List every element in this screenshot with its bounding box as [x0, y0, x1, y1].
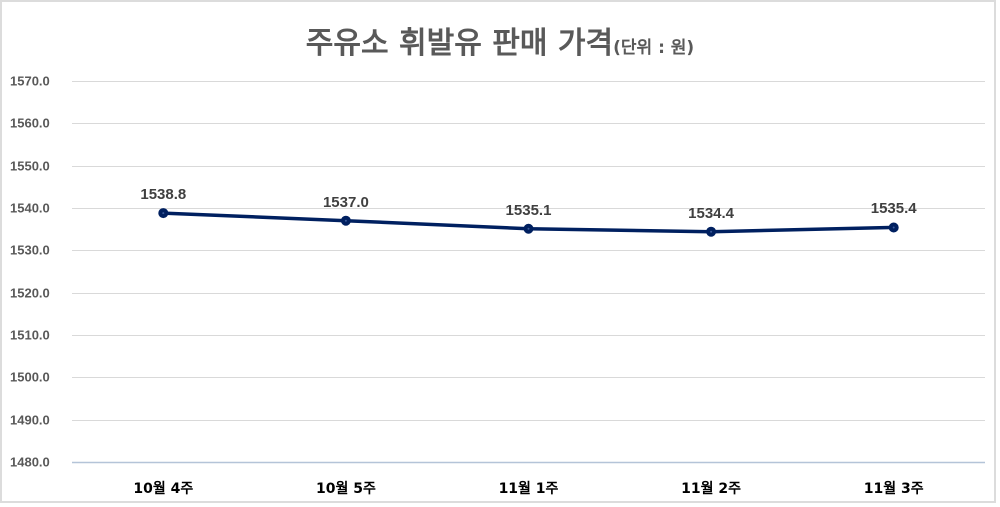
- x-tick-label: 11월 3주: [863, 481, 924, 497]
- x-tick-label: 11월 2주: [681, 481, 742, 497]
- data-label: 1535.1: [505, 201, 552, 219]
- y-tick-label: 1540.0: [10, 200, 50, 216]
- y-tick-label: 1510.0: [10, 327, 50, 343]
- chart-title: 주유소 휘발유 판매 가격(단위 : 원): [0, 18, 1000, 62]
- x-tick-label: 10월 5주: [315, 481, 376, 497]
- y-tick-label: 1500.0: [10, 369, 50, 385]
- data-label: 1535.4: [870, 200, 917, 218]
- y-tick-label: 1550.0: [10, 158, 50, 174]
- y-tick-label: 1490.0: [10, 412, 50, 428]
- x-tick-label: 11월 1주: [498, 481, 559, 497]
- chart-title-main: 주유소 휘발유 판매 가격: [305, 26, 614, 61]
- data-label: 1538.8: [140, 186, 187, 204]
- y-tick-label: 1520.0: [10, 285, 50, 301]
- data-label: 1534.4: [688, 204, 735, 222]
- y-tick-label: 1530.0: [10, 242, 50, 258]
- data-label: 1537.0: [322, 193, 369, 211]
- y-tick-label: 1560.0: [10, 115, 50, 131]
- x-tick-label: 10월 4주: [133, 481, 194, 497]
- y-tick-label: 1480.0: [10, 454, 50, 470]
- y-tick-label: 1570.0: [10, 73, 50, 89]
- chart-title-unit: (단위 : 원): [613, 38, 695, 58]
